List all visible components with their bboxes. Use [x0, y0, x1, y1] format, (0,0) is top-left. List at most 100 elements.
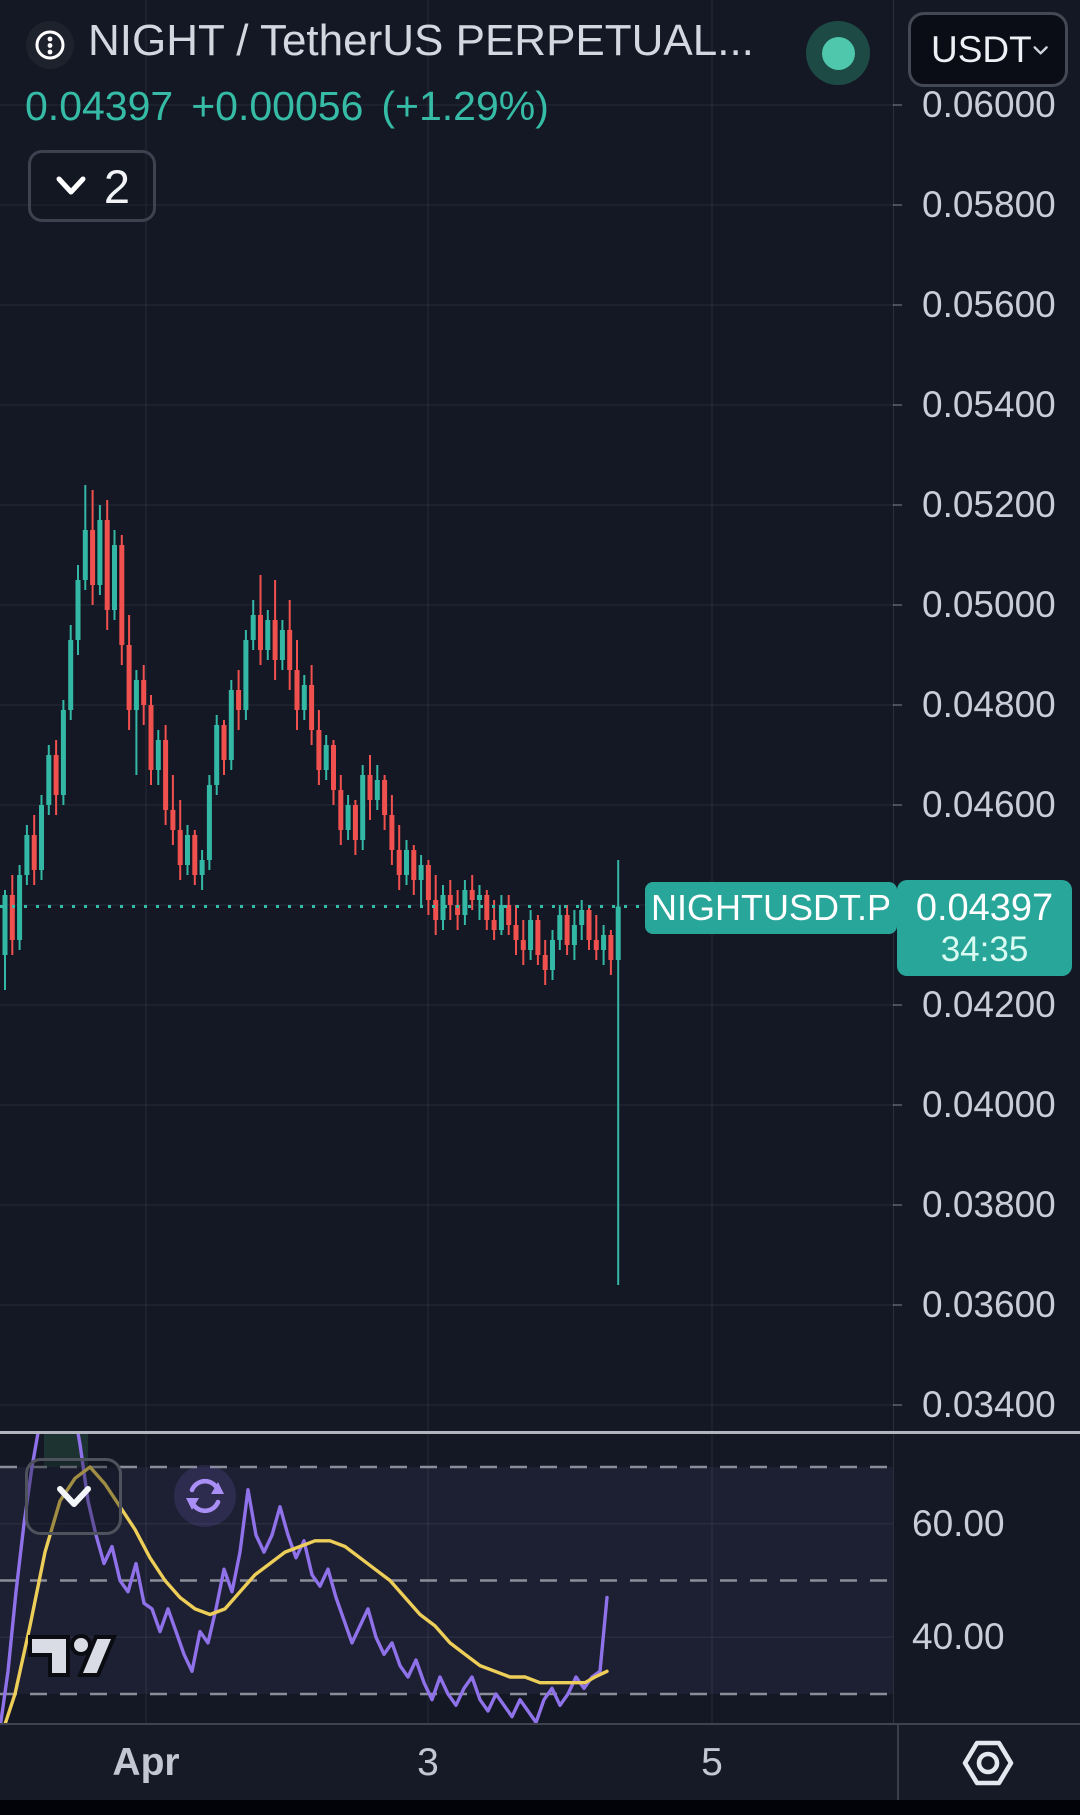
- candle-body: [119, 545, 125, 645]
- candle-body: [491, 920, 497, 930]
- rsi-band-fill: [0, 1467, 893, 1694]
- candle-body: [615, 906, 621, 960]
- candle-body: [535, 920, 541, 955]
- rsi-value-axis[interactable]: 60.00 40.00: [894, 1433, 1080, 1723]
- tradingview-logo: [28, 1634, 118, 1677]
- price-axis-label: 0.03600: [922, 1284, 1056, 1325]
- candle-body: [506, 905, 512, 925]
- candle-body: [24, 835, 30, 875]
- candle-body: [418, 865, 424, 880]
- interval-value: 2: [103, 159, 131, 213]
- candle-body: [2, 895, 8, 955]
- candle-body: [374, 780, 380, 800]
- candle-body: [46, 755, 52, 805]
- candle-body: [601, 935, 607, 950]
- candle-body: [462, 890, 468, 915]
- symbol-info-button[interactable]: [26, 21, 74, 69]
- indicator-refresh-button[interactable]: [174, 1465, 236, 1527]
- candle-body: [228, 690, 234, 760]
- candle-body: [345, 805, 351, 830]
- candle-body: [258, 615, 263, 650]
- price-axis-label: 0.05200: [922, 484, 1056, 525]
- candle-body: [477, 895, 482, 900]
- candle-body: [309, 685, 315, 730]
- candle-body: [440, 895, 446, 920]
- candle-body: [484, 895, 490, 920]
- candle-body: [608, 935, 614, 960]
- rsi-axis-label: 60.00: [912, 1502, 1005, 1544]
- indicator-collapse-button[interactable]: [25, 1458, 122, 1535]
- candle-body: [528, 920, 534, 950]
- chevron-down-icon: [56, 1485, 91, 1507]
- candle-body: [163, 740, 169, 810]
- candle-body: [593, 940, 599, 950]
- candle-body: [17, 875, 23, 940]
- candle-body: [367, 775, 373, 800]
- candle-body: [389, 815, 395, 850]
- market-open-indicator: [821, 36, 855, 70]
- candle-body: [192, 835, 198, 875]
- candle-body: [53, 755, 59, 795]
- candle-body: [97, 520, 103, 585]
- price-axis-border: [893, 0, 894, 1723]
- candle-body: [550, 940, 555, 970]
- time-axis-label: 3: [417, 1740, 439, 1784]
- candle-body: [396, 850, 402, 875]
- candle-body: [331, 745, 336, 790]
- candle-body: [425, 865, 431, 900]
- candle-body: [148, 705, 154, 770]
- price-axis[interactable]: 0.06000 0.05800 0.05600 0.05400 0.05200 0.050…: [894, 0, 1080, 1433]
- candle-body: [557, 915, 563, 940]
- last-price: 0.04397: [25, 83, 174, 129]
- candle-body: [141, 680, 147, 705]
- interval-selector-button[interactable]: 2: [28, 150, 156, 222]
- bottom-system-strip: [0, 1800, 1080, 1815]
- candle-body: [60, 710, 66, 795]
- pane-separator[interactable]: [0, 1431, 1080, 1434]
- candle-body: [82, 530, 88, 580]
- candle-body: [571, 925, 577, 945]
- candle-body: [382, 780, 388, 815]
- candle-body: [323, 745, 329, 770]
- candle-body: [126, 645, 132, 710]
- candle-body: [250, 615, 256, 640]
- price-axis-label: 0.05800: [922, 184, 1056, 225]
- price-axis-label: 0.05000: [922, 584, 1056, 625]
- price-axis-label: 0.05600: [922, 284, 1056, 325]
- candle-body: [206, 785, 212, 860]
- time-axis-label: Apr: [112, 1740, 180, 1784]
- currency-dropdown[interactable]: USDT: [908, 12, 1068, 87]
- candle-body: [90, 530, 96, 585]
- chevron-down-icon: [1033, 45, 1048, 55]
- price-scale-settings-button[interactable]: [952, 1731, 1024, 1795]
- rsi-axis-label: 40.00: [912, 1616, 1005, 1658]
- candle-body: [447, 895, 453, 905]
- candle-body: [199, 860, 205, 875]
- price-axis-label: 0.04200: [922, 984, 1056, 1025]
- candle-body: [170, 810, 176, 830]
- rsi-pane-canvas[interactable]: [0, 1433, 1080, 1723]
- candle-body: [404, 850, 409, 875]
- candle-body: [243, 640, 249, 710]
- market-status-dot: [806, 21, 870, 85]
- price-axis-label: 0.06000: [922, 84, 1056, 125]
- candle-body: [155, 740, 161, 770]
- candle-body: [272, 620, 278, 660]
- axis-last-price: 0.04397: [915, 887, 1054, 930]
- candle-body: [433, 900, 439, 920]
- chevron-down-icon: [56, 176, 86, 195]
- main-chart-canvas[interactable]: [0, 0, 1080, 1433]
- price-axis-label: 0.03800: [922, 1184, 1056, 1225]
- currency-label: USDT: [931, 28, 1032, 70]
- candle-body: [68, 640, 74, 710]
- candle-body: [498, 905, 504, 930]
- candle-body: [287, 630, 293, 670]
- candle-body: [31, 835, 37, 870]
- time-axis[interactable]: Apr 3 5: [0, 1723, 1080, 1802]
- candle-body: [520, 940, 526, 950]
- candle-body: [294, 670, 300, 710]
- candle-body: [411, 850, 417, 880]
- candle-body: [352, 805, 358, 840]
- candle-body: [75, 580, 81, 640]
